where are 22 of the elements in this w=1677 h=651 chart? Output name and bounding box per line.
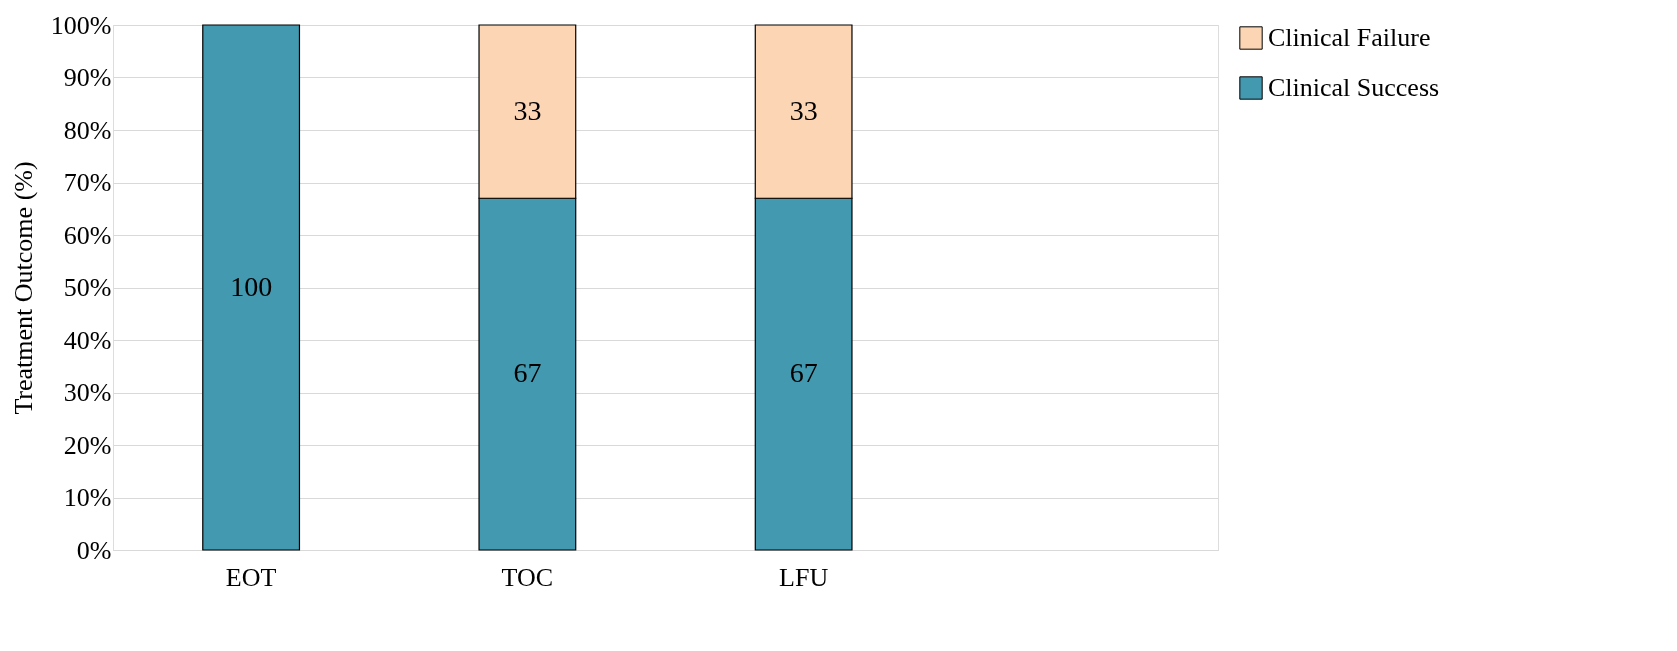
data-label: 67 [513, 357, 542, 389]
x-tick-label: LFU [779, 562, 829, 592]
y-tick-label: 10% [63, 483, 112, 512]
y-tick-label: 20% [63, 430, 112, 460]
data-label: 33 [789, 94, 818, 126]
y-axis-title: Treatment Outcome (%) [8, 161, 38, 415]
y-tick-label: 30% [63, 378, 112, 407]
legend-label: Clinical Success [1268, 73, 1440, 102]
data-label: 100 [230, 270, 273, 302]
y-tick-label: 50% [63, 273, 112, 302]
y-tick-label: 0% [76, 535, 112, 565]
y-tick-label: 100% [50, 10, 112, 40]
data-label: 67 [789, 357, 818, 389]
legend-label: Clinical Failure [1268, 23, 1431, 52]
y-tick-label: 40% [63, 325, 112, 355]
y-tick-label: 80% [63, 115, 112, 145]
y-tick-label: 70% [63, 168, 112, 197]
data-label: 33 [513, 94, 542, 126]
y-tick-label: 90% [63, 63, 112, 92]
x-tick-label: EOT [225, 562, 277, 592]
y-tick-label: 60% [63, 220, 112, 250]
x-tick-label: TOC [501, 562, 554, 592]
